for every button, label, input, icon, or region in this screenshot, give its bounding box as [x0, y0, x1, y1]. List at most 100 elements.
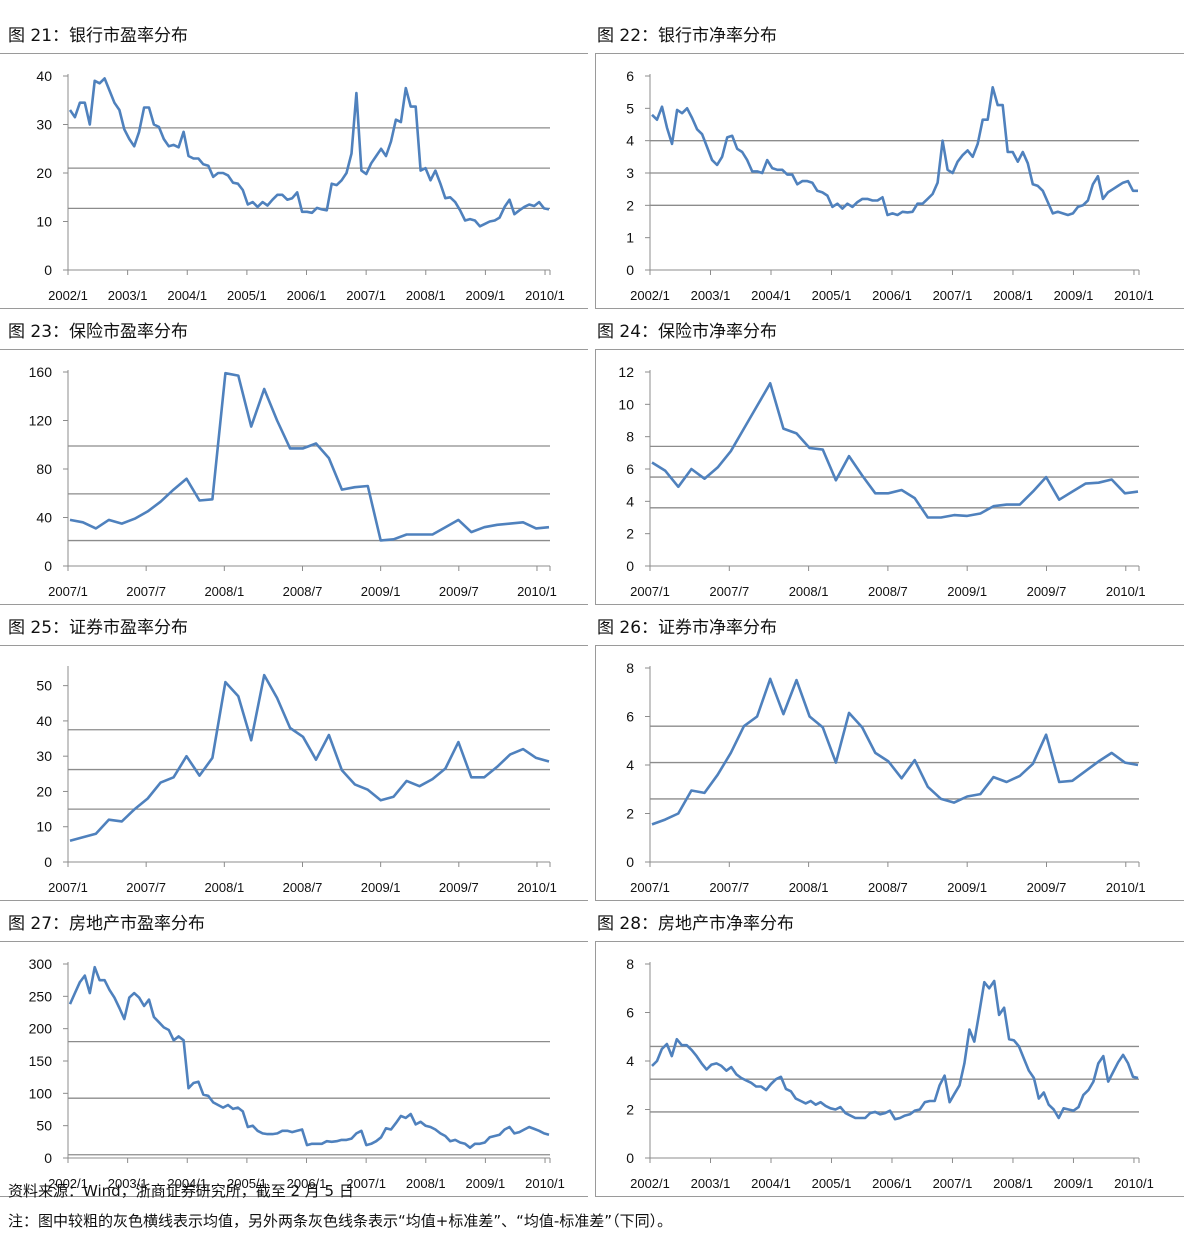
x-tick-label: 2002/1 [630, 288, 670, 303]
chart-panel-22: 图 22：银行市净率分布 0 1 2 3 4 5 6 2002/1 2003/1 2004/1 20… [595, 22, 1185, 314]
x-tick-label: 2010/1 [525, 288, 565, 303]
y-tick-label: 300 [29, 956, 53, 972]
x-tick-label: 2007/1 [630, 880, 670, 895]
y-tick-label: 0 [44, 854, 52, 870]
y-tick-label: 6 [626, 709, 634, 725]
chart-panel-25: 图 25：证券市盈率分布 0 10 20 30 40 50 2007/1 2007/7 2008… [0, 614, 590, 906]
chart-title: 图 23：保险市盈率分布 [8, 322, 189, 342]
x-tick-label: 2005/1 [227, 1176, 267, 1191]
x-tick-label: 2009/7 [439, 584, 479, 599]
x-tick-label: 2007/7 [709, 880, 749, 895]
chart-panel-23: 图 23：保险市盈率分布 0 40 80 120 160 2007/1 2007/7 2008… [0, 318, 590, 610]
chart-svg: 0 2 4 6 8 10 12 2007/1 2007/7 2008/1 2008/7 2009/1 2… [618, 364, 1146, 599]
x-tick-label: 2004/1 [167, 1176, 207, 1191]
x-tick-label: 2010/1 [517, 880, 557, 895]
x-tick-label: 2008/1 [204, 880, 244, 895]
series-line [68, 77, 550, 228]
chart-panel-21: 图 21：银行市盈率分布 0 10 20 30 40 2002/1 2003/1 2004/1… [0, 22, 590, 314]
y-tick-label: 0 [626, 262, 634, 278]
chart-title: 图 25：证券市盈率分布 [8, 618, 189, 638]
x-tick-label: 2006/1 [872, 288, 912, 303]
series-line [651, 677, 1139, 826]
x-tick-label: 2003/1 [691, 1176, 731, 1191]
x-tick-label: 2005/1 [812, 288, 852, 303]
x-tick-label: 2010/1 [517, 584, 557, 599]
chart-title: 图 27：房地产市盈率分布 [8, 914, 206, 934]
x-tick-label: 2002/1 [630, 1176, 670, 1191]
x-tick-label: 2004/1 [167, 288, 207, 303]
y-tick-label: 4 [626, 1053, 634, 1069]
x-tick-label: 2005/1 [812, 1176, 852, 1191]
x-tick-label: 2009/1 [466, 288, 506, 303]
x-tick-label: 2005/1 [227, 288, 267, 303]
y-tick-label: 4 [626, 133, 634, 149]
y-tick-label: 200 [29, 1021, 53, 1037]
chart-plot-box: 0 2 4 6 8 10 12 2007/1 2007/7 2008/1 2008/7 2009/1 2… [595, 349, 1184, 605]
y-tick-label: 10 [36, 819, 52, 835]
y-tick-label: 8 [626, 660, 634, 676]
y-tick-label: 20 [36, 165, 52, 181]
x-tick-label: 2009/7 [439, 880, 479, 895]
x-tick-label: 2010/1 [1114, 1176, 1154, 1191]
chart-title: 图 21：银行市盈率分布 [8, 26, 189, 46]
y-tick-label: 0 [44, 1150, 52, 1166]
x-tick-label: 2008/1 [406, 1176, 446, 1191]
series-line [68, 965, 550, 1149]
y-tick-label: 6 [626, 68, 634, 84]
x-tick-label: 2009/7 [1027, 584, 1067, 599]
y-tick-label: 1 [626, 230, 634, 246]
chart-svg: 0 40 80 120 160 2007/1 2007/7 2008/1 2008/7 2009/… [29, 364, 557, 599]
x-tick-label: 2007/1 [346, 1176, 386, 1191]
x-tick-label: 2009/1 [947, 880, 987, 895]
x-tick-label: 2007/1 [630, 584, 670, 599]
x-tick-label: 2008/7 [283, 880, 323, 895]
chart-svg: 0 2 4 6 8 2002/1 2003/1 2004/1 2005/1 2006/1 2007/… [626, 956, 1154, 1191]
y-tick-label: 50 [36, 678, 52, 694]
chart-panel-28: 图 28：房地产市净率分布 0 2 4 6 8 2002/1 2003/1 2004/1 200… [595, 910, 1185, 1202]
y-tick-label: 2 [626, 806, 634, 822]
x-tick-label: 2006/1 [872, 1176, 912, 1191]
y-tick-label: 30 [36, 117, 52, 133]
chart-svg: 0 2 4 6 8 2007/1 2007/7 2008/1 2008/7 2009/1 2009/… [626, 660, 1146, 895]
y-tick-label: 2 [626, 526, 634, 542]
series-line [69, 371, 550, 542]
chart-svg: 0 10 20 30 40 50 2007/1 2007/7 2008/1 2008/7 2009/… [36, 666, 557, 895]
x-tick-label: 2007/7 [126, 584, 166, 599]
x-tick-label: 2004/1 [751, 288, 791, 303]
y-tick-label: 100 [29, 1085, 53, 1101]
x-tick-label: 2007/1 [48, 880, 88, 895]
chart-title: 图 22：银行市净率分布 [597, 26, 778, 46]
chart-plot-box: 0 40 80 120 160 2007/1 2007/7 2008/1 2008/7 2009/… [0, 349, 588, 605]
chart-title: 图 28：房地产市净率分布 [597, 914, 795, 934]
x-tick-label: 2007/1 [48, 584, 88, 599]
x-tick-label: 2007/7 [126, 880, 166, 895]
x-tick-label: 2008/7 [868, 880, 908, 895]
chart-plot-box: 0 50 100 150 200 250 300 2002/1 2003/1 2004/1 2005… [0, 941, 588, 1197]
y-tick-label: 150 [29, 1053, 53, 1069]
x-tick-label: 2009/1 [1054, 288, 1094, 303]
x-tick-label: 2008/7 [283, 584, 323, 599]
y-tick-label: 4 [626, 493, 634, 509]
y-tick-label: 20 [36, 783, 52, 799]
x-tick-label: 2008/7 [868, 584, 908, 599]
y-tick-label: 6 [626, 461, 634, 477]
x-tick-label: 2008/1 [406, 288, 446, 303]
chart-plot-box: 0 2 4 6 8 2002/1 2003/1 2004/1 2005/1 2006/1 2007/… [595, 941, 1184, 1197]
x-tick-label: 2010/1 [1106, 880, 1146, 895]
y-tick-label: 40 [36, 713, 52, 729]
x-tick-label: 2002/1 [48, 288, 88, 303]
series-line [651, 979, 1139, 1121]
chart-panel-26: 图 26：证券市净率分布 0 2 4 6 8 2007/1 2007/7 2008/1 2008… [595, 614, 1185, 906]
x-tick-label: 2007/1 [933, 288, 973, 303]
x-tick-label: 2008/1 [789, 584, 829, 599]
y-tick-label: 0 [626, 558, 634, 574]
y-tick-label: 2 [626, 197, 634, 213]
y-tick-label: 5 [626, 100, 634, 116]
x-tick-label: 2010/1 [1106, 584, 1146, 599]
y-tick-label: 8 [626, 429, 634, 445]
y-tick-label: 250 [29, 988, 53, 1004]
x-tick-label: 2009/1 [947, 584, 987, 599]
x-tick-label: 2008/1 [993, 1176, 1033, 1191]
chart-title: 图 26：证券市净率分布 [597, 618, 778, 638]
chart-plot-box: 0 1 2 3 4 5 6 2002/1 2003/1 2004/1 2005/1 2006/1 200… [595, 53, 1184, 309]
